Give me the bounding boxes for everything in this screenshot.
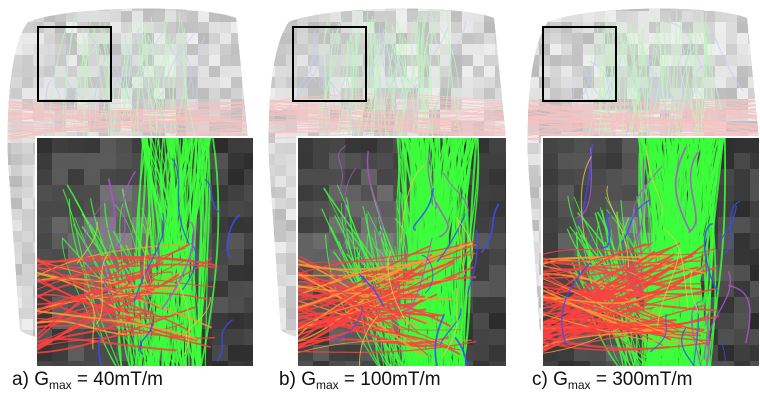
panel-b-subscript: max <box>315 378 339 392</box>
panel-b-symbol: G <box>301 369 316 390</box>
panel-a-subscript: max <box>48 378 72 392</box>
panel-b-value: = 100mT/m <box>343 369 441 390</box>
zoomed-inset <box>542 137 759 367</box>
panel-c-subscript: max <box>567 378 591 392</box>
inset-border <box>541 136 759 368</box>
panel-c-value: = 300mT/m <box>595 369 693 390</box>
panel-b-caption: b) Gmax = 100mT/m <box>279 369 441 392</box>
inset-border <box>296 136 506 368</box>
panel-a-symbol: G <box>34 369 49 390</box>
zoomed-inset <box>36 137 253 367</box>
roi-box <box>542 26 617 102</box>
panel-b: b) Gmax = 100mT/m <box>253 0 506 399</box>
panel-a-value: = 40mT/m <box>76 369 163 390</box>
panel-b-image <box>268 8 506 368</box>
panel-a-image <box>7 8 253 368</box>
panel-c-symbol: G <box>553 369 568 390</box>
panel-a-letter: a) <box>12 369 29 390</box>
panel-a: a) Gmax = 40mT/m <box>0 0 253 399</box>
panel-c-caption: c) Gmax = 300mT/m <box>532 369 693 392</box>
panel-a-caption: a) Gmax = 40mT/m <box>12 369 163 392</box>
zoomed-inset <box>297 137 506 367</box>
panel-c-letter: c) <box>532 369 548 390</box>
panel-c: c) Gmax = 300mT/m <box>506 0 759 399</box>
panel-b-letter: b) <box>279 369 296 390</box>
inset-border <box>35 136 253 368</box>
roi-box <box>37 26 112 102</box>
panel-c-image <box>527 8 759 368</box>
roi-box <box>292 26 367 102</box>
